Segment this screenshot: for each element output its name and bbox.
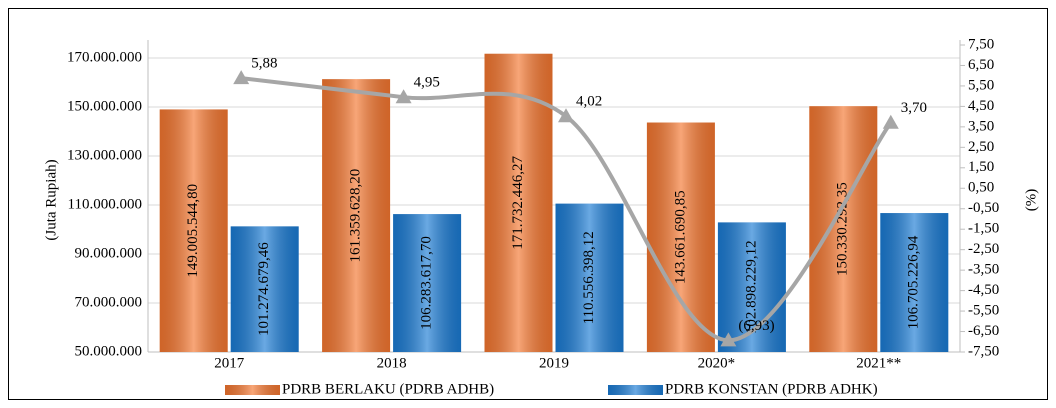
y2-tick-label: -4,50	[968, 282, 999, 298]
y2-tick-label: 3,50	[968, 118, 994, 134]
bar-shine	[230, 226, 299, 352]
x-tick-label: 2019	[539, 355, 569, 371]
legend-label: PDRB KONSTAN (PDRB ADHK)	[665, 381, 878, 397]
y2-tick-label: 7,50	[968, 36, 994, 52]
growth-marker	[882, 114, 899, 129]
y2-tick-label: 4,50	[968, 98, 994, 114]
bar-shine	[322, 79, 391, 352]
legend-label: PDRB BERLAKU (PDRB ADHB)	[282, 381, 494, 397]
line-value-label: 4,02	[576, 94, 602, 110]
bar-value-label: 149.005.544,80	[185, 184, 201, 278]
bar-shine	[809, 106, 878, 352]
y2-tick-label: 6,50	[968, 57, 994, 73]
y-axis-label: (Juta Rupiah)	[43, 159, 59, 240]
bar-value-label: 161.359.628,20	[348, 169, 364, 263]
y-tick-label: 150.000.000	[67, 98, 142, 114]
bar-value-label: 171.732.446,27	[510, 155, 526, 249]
bar-value-label: 106.705.226,94	[906, 235, 922, 329]
line-value-label: 4,95	[414, 75, 440, 91]
legend-swatch-shine	[608, 385, 663, 395]
bar-shine	[393, 214, 462, 352]
growth-marker	[233, 70, 250, 85]
y2-axis-label: (%)	[1023, 189, 1039, 212]
y2-tick-label: 5,50	[968, 77, 994, 93]
x-tick-label: 2018	[377, 355, 407, 371]
bar-value-label: 110.556.398,12	[581, 231, 597, 324]
y2-tick-label: -1,50	[968, 221, 999, 237]
x-tick-label: 2020*	[698, 355, 736, 371]
y-tick-label: 170.000.000	[67, 49, 142, 65]
bar-value-label: 143.661.690,85	[672, 190, 688, 284]
legend-swatch-shine	[225, 385, 280, 395]
bar-value-label: 102.898.229,12	[743, 240, 759, 334]
y2-tick-label: -7,50	[968, 343, 999, 359]
y2-tick-label: -2,50	[968, 241, 999, 257]
y2-tick-label: 1,50	[968, 159, 994, 175]
y2-tick-label: 0,50	[968, 180, 994, 196]
bar-value-label: 150.330.292,35	[835, 182, 851, 276]
growth-marker	[395, 89, 412, 104]
y2-tick-label: -3,50	[968, 262, 999, 278]
y2-tick-label: -0,50	[968, 200, 999, 216]
bar-shine	[646, 122, 715, 353]
bar-value-label: 101.274.679,46	[256, 242, 272, 336]
line-value-label: 3,70	[901, 100, 927, 116]
y-tick-label: 110.000.000	[68, 196, 142, 212]
y-tick-label: 90.000.000	[75, 245, 143, 261]
growth-marker	[558, 108, 574, 123]
x-tick-label: 2021**	[856, 355, 901, 371]
line-value-label: 5,88	[251, 56, 277, 72]
y2-tick-label: -5,50	[968, 303, 999, 319]
y-tick-label: 70.000.000	[75, 294, 143, 310]
growth-marker	[720, 332, 737, 347]
bar-shine	[555, 203, 624, 352]
bar-value-label: 106.283.617,70	[419, 236, 435, 330]
y-tick-label: 130.000.000	[67, 147, 142, 163]
x-tick-label: 2017	[214, 355, 245, 371]
y2-tick-label: -6,50	[968, 323, 999, 339]
line-value-label: (6,93)	[738, 318, 774, 334]
bar-shine	[880, 213, 949, 352]
y-tick-label: 50.000.000	[75, 343, 143, 359]
growth-line	[240, 76, 893, 343]
bar-shine	[159, 109, 228, 352]
y2-tick-label: 2,50	[968, 139, 994, 155]
